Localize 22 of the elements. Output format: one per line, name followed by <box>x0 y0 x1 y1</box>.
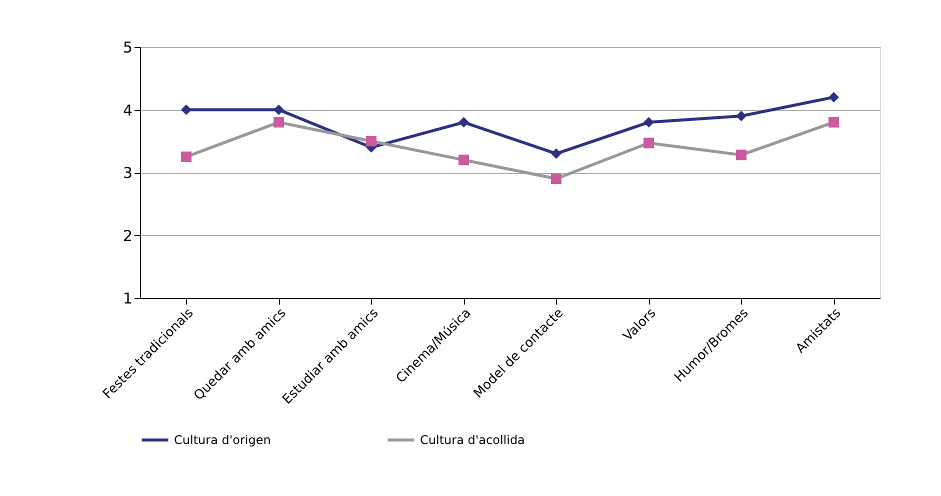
point <box>736 150 746 160</box>
point <box>274 117 284 128</box>
point <box>551 148 562 159</box>
legend-label: Cultura d'origen <box>174 433 271 447</box>
point <box>274 104 284 115</box>
y-tick-label: 5 <box>122 38 132 56</box>
y-tick-label: 4 <box>122 101 132 120</box>
point <box>458 117 469 128</box>
point <box>366 136 376 146</box>
y-tick-label: 2 <box>122 226 132 245</box>
point <box>181 152 192 162</box>
point <box>644 117 654 128</box>
y-tick-label: 3 <box>122 164 132 182</box>
point <box>458 154 469 166</box>
y-tick-label: 1 <box>122 290 132 308</box>
legend-label: Cultura d'acollida <box>420 433 525 447</box>
point <box>736 110 746 122</box>
point <box>551 174 562 184</box>
point <box>181 104 192 115</box>
point <box>644 138 654 148</box>
point <box>828 92 839 102</box>
point <box>828 117 839 128</box>
